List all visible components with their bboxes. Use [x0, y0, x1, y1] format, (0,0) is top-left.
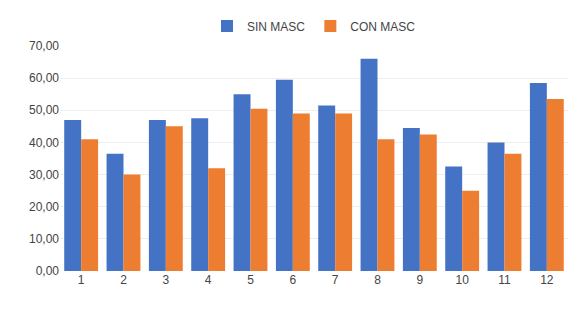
svg-text:30,00: 30,00: [29, 168, 59, 182]
svg-text:50,00: 50,00: [29, 103, 59, 117]
svg-text:0,00: 0,00: [36, 264, 60, 278]
svg-text:12: 12: [540, 273, 554, 287]
svg-text:20,00: 20,00: [29, 200, 59, 214]
svg-text:5: 5: [247, 273, 254, 287]
svg-text:10,00: 10,00: [29, 232, 59, 246]
svg-text:6: 6: [289, 273, 296, 287]
svg-text:11: 11: [498, 273, 511, 287]
svg-text:10: 10: [455, 273, 469, 287]
svg-text:1: 1: [78, 273, 85, 287]
svg-text:CON MASC: CON MASC: [350, 20, 415, 34]
svg-text:2: 2: [120, 273, 127, 287]
svg-text:40,00: 40,00: [29, 136, 59, 150]
svg-text:70,00: 70,00: [29, 39, 59, 53]
svg-text:8: 8: [374, 273, 381, 287]
svg-text:SIN MASC: SIN MASC: [247, 20, 305, 34]
svg-text:3: 3: [162, 273, 169, 287]
svg-text:7: 7: [332, 273, 339, 287]
svg-text:60,00: 60,00: [29, 71, 59, 85]
svg-text:4: 4: [205, 273, 212, 287]
svg-text:9: 9: [416, 273, 423, 287]
